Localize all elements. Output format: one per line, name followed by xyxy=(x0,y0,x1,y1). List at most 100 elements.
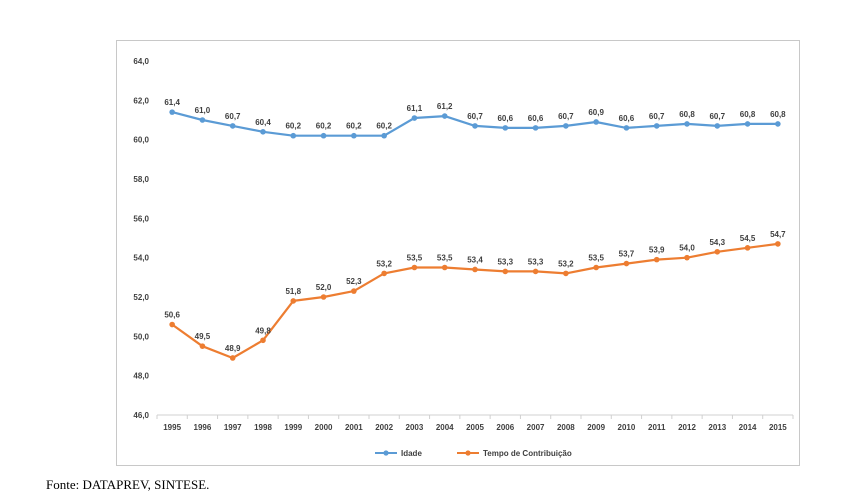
y-tick-label: 48,0 xyxy=(133,372,149,381)
data-label: 60,6 xyxy=(528,114,544,123)
data-label: 54,0 xyxy=(679,244,695,253)
data-label: 52,3 xyxy=(346,277,362,286)
data-point xyxy=(199,343,206,349)
data-label: 53,2 xyxy=(376,259,392,268)
data-label: 48,9 xyxy=(225,344,241,353)
data-point xyxy=(593,119,599,125)
x-tick-label: 1998 xyxy=(254,423,272,432)
data-point xyxy=(532,268,539,275)
data-point xyxy=(199,117,206,123)
source-note: Fonte: DATAPREV, SINTESE. xyxy=(46,477,210,492)
data-label: 53,7 xyxy=(619,250,635,259)
data-label: 60,2 xyxy=(376,122,392,131)
data-point xyxy=(714,123,721,129)
y-tick-label: 46,0 xyxy=(133,411,149,420)
data-label: 60,8 xyxy=(740,110,756,119)
x-tick-label: 2000 xyxy=(315,423,333,432)
y-tick-label: 54,0 xyxy=(133,254,149,263)
x-tick-label: 2009 xyxy=(587,423,605,432)
x-tick-label: 2001 xyxy=(345,423,363,432)
x-tick-label: 2008 xyxy=(557,423,575,432)
data-label: 54,5 xyxy=(740,234,756,243)
data-point xyxy=(290,298,297,304)
data-point xyxy=(260,129,266,135)
y-tick-label: 52,0 xyxy=(133,293,149,302)
y-tick-label: 56,0 xyxy=(133,214,149,223)
data-label: 60,6 xyxy=(497,114,513,123)
data-point xyxy=(169,109,175,115)
data-label: 49,8 xyxy=(255,326,271,335)
data-label: 60,6 xyxy=(619,114,635,123)
y-tick-label: 60,0 xyxy=(133,136,149,145)
data-label: 60,7 xyxy=(558,112,574,121)
data-point xyxy=(563,123,569,129)
data-point xyxy=(229,355,236,361)
data-point xyxy=(714,248,721,255)
x-tick-label: 2003 xyxy=(406,423,424,432)
data-label: 61,4 xyxy=(164,98,180,107)
data-point xyxy=(381,132,387,139)
data-point xyxy=(260,337,266,344)
data-point xyxy=(441,113,448,119)
data-point xyxy=(623,260,630,267)
data-point xyxy=(653,123,660,129)
data-point xyxy=(411,264,418,271)
data-label: 60,2 xyxy=(316,122,332,131)
data-label: 51,8 xyxy=(285,287,301,296)
data-label: 60,7 xyxy=(709,112,725,121)
data-point xyxy=(502,125,509,131)
data-label: 60,9 xyxy=(588,108,604,117)
data-label: 53,5 xyxy=(588,254,604,263)
legend-tempo-de-contribuicao-marker xyxy=(465,450,471,456)
data-point xyxy=(775,121,781,127)
data-label: 60,2 xyxy=(346,122,362,131)
x-tick-label: 2011 xyxy=(648,423,666,432)
y-tick-label: 62,0 xyxy=(133,96,149,105)
x-tick-label: 1999 xyxy=(284,423,302,432)
data-point xyxy=(563,270,569,277)
data-point xyxy=(472,266,478,273)
data-label: 60,2 xyxy=(285,122,301,131)
x-tick-label: 2006 xyxy=(496,423,514,432)
data-label: 53,2 xyxy=(558,259,574,268)
data-point xyxy=(744,245,751,251)
data-point xyxy=(320,294,327,300)
data-label: 53,5 xyxy=(407,254,423,263)
data-point xyxy=(744,121,751,127)
data-label: 60,7 xyxy=(649,112,665,121)
x-tick-label: 2010 xyxy=(618,423,636,432)
data-point xyxy=(775,241,781,247)
data-label: 61,1 xyxy=(407,104,423,113)
data-label: 61,0 xyxy=(195,106,211,115)
data-point xyxy=(472,123,478,129)
data-label: 54,7 xyxy=(770,230,786,239)
data-point xyxy=(593,264,599,271)
line-chart: 1995 1996 1997 1998 1999 2000 2001 2002 2003 2004… xyxy=(133,57,794,458)
y-tick-label: 50,0 xyxy=(133,332,149,341)
data-point xyxy=(441,264,448,271)
x-tick-label: 1996 xyxy=(194,423,212,432)
data-point xyxy=(320,132,327,139)
data-point xyxy=(623,125,630,131)
data-point xyxy=(532,125,539,131)
data-label: 60,7 xyxy=(225,112,241,121)
x-tick-label: 2004 xyxy=(436,423,454,432)
x-tick-label: 2012 xyxy=(678,423,696,432)
data-point xyxy=(229,123,236,129)
data-label: 49,5 xyxy=(195,332,211,341)
data-label: 61,2 xyxy=(437,102,453,111)
x-tick-label: 2007 xyxy=(527,423,545,432)
y-tick-label: 58,0 xyxy=(133,175,149,184)
data-label: 60,7 xyxy=(467,112,483,121)
data-label: 60,4 xyxy=(255,118,271,127)
data-point xyxy=(351,288,357,294)
data-label: 53,3 xyxy=(528,257,544,266)
data-label: 53,3 xyxy=(497,257,513,266)
legend-idade-label: Idade xyxy=(401,449,422,458)
x-tick-label: 2002 xyxy=(375,423,393,432)
data-label: 50,6 xyxy=(164,311,180,320)
data-label: 53,4 xyxy=(467,255,483,264)
legend-idade-marker xyxy=(383,450,389,456)
data-point xyxy=(169,321,175,328)
data-label: 54,3 xyxy=(709,238,725,247)
